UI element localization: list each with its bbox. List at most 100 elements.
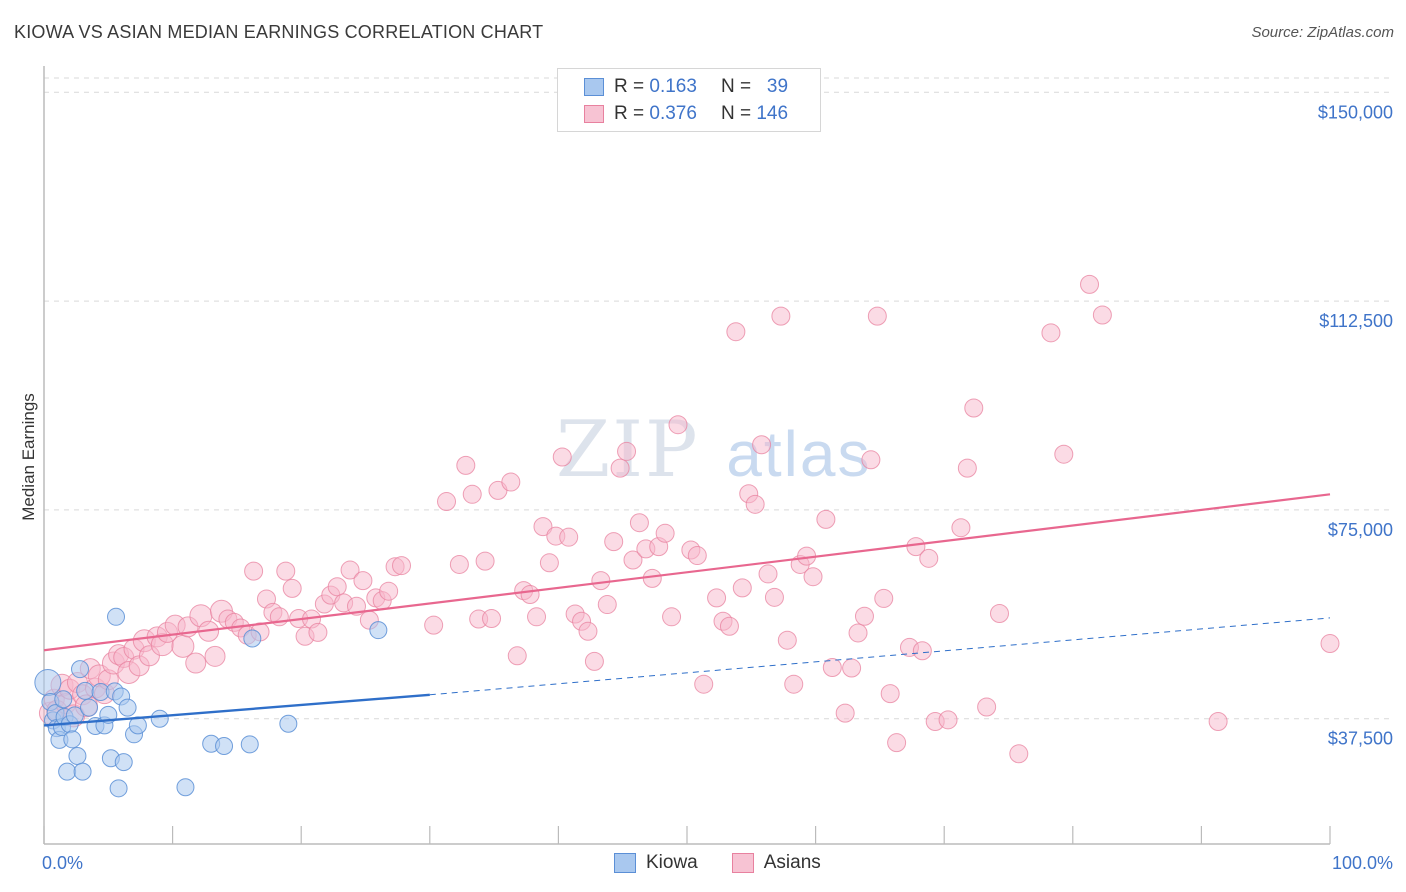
asian-point — [848, 623, 868, 643]
kiowa-point — [215, 736, 234, 755]
kiowa-point — [73, 762, 92, 781]
asian-point — [655, 523, 675, 543]
asian-point — [1320, 634, 1340, 654]
kiowa-point — [68, 747, 87, 766]
asian-point — [719, 616, 739, 636]
asians-n-label: N = — [720, 103, 752, 124]
asian-point — [1208, 711, 1228, 731]
kiowa-point — [114, 753, 133, 772]
asian-point — [353, 571, 373, 591]
asian-point — [668, 415, 688, 435]
asian-point — [462, 484, 482, 504]
asian-point — [642, 568, 662, 588]
series-legend: Kiowa Asians — [614, 852, 821, 874]
asian-point — [764, 587, 784, 607]
kiowa-point — [176, 778, 195, 797]
asian-point — [1054, 444, 1074, 464]
asian-point — [938, 710, 958, 730]
axis-labels: $37,500 $75,000 $112,500 $150,000 0.0% 100.0%… — [19, 102, 1393, 873]
source-label: Source: ZipAtlas.com — [1251, 24, 1394, 41]
asian-point — [584, 651, 604, 671]
asian-point — [308, 622, 328, 642]
y-tick-label: $150,000 — [1318, 102, 1393, 122]
asian-point — [204, 645, 226, 667]
asian-point — [185, 652, 207, 674]
asian-point — [707, 588, 727, 608]
kiowa-trend-projection — [429, 617, 1331, 696]
asian-point — [578, 621, 598, 641]
asian-point — [392, 556, 412, 576]
asian-point — [437, 492, 457, 512]
asian-trend-line — [43, 493, 1331, 652]
asian-point — [597, 595, 617, 615]
asians-n-value: 146 — [756, 103, 789, 124]
y-tick-label: $75,000 — [1328, 520, 1393, 540]
asian-point — [867, 306, 887, 326]
kiowa-legend-label: Kiowa — [646, 852, 698, 873]
asian-point — [912, 641, 932, 661]
legend-row-asians: R = 0.376 N = 146 — [558, 102, 788, 126]
watermark-atlas: atlas — [726, 418, 872, 490]
asian-point — [276, 561, 296, 581]
axes — [43, 66, 1331, 845]
asian-point — [861, 450, 881, 470]
asian-point — [887, 733, 907, 753]
asian-point — [327, 577, 347, 597]
asian-point — [244, 561, 264, 581]
asian-point — [1092, 305, 1112, 325]
kiowa-point — [71, 660, 90, 679]
asian-point — [880, 684, 900, 704]
asians-r-label: R = — [614, 103, 645, 124]
kiowa-point — [243, 629, 262, 648]
asian-point — [591, 571, 611, 591]
kiowa-swatch — [584, 78, 604, 96]
asian-point — [777, 630, 797, 650]
asian-point — [520, 585, 540, 605]
x-tick-label-max: 100.0% — [1332, 853, 1393, 873]
asian-point — [758, 564, 778, 584]
asian-point — [919, 548, 939, 568]
kiowa-point — [118, 698, 137, 717]
y-tick-label: $112,500 — [1319, 311, 1393, 331]
asian-point — [771, 306, 791, 326]
kiowa-point — [76, 681, 95, 700]
asian-point — [687, 546, 707, 566]
asian-point — [456, 455, 476, 475]
legend-row-kiowa: R = 0.163 N = 39 — [558, 75, 788, 99]
asian-point — [822, 657, 842, 677]
asian-point — [842, 658, 862, 678]
asian-point — [623, 550, 643, 570]
kiowa-point — [369, 621, 388, 640]
asian-point — [874, 588, 894, 608]
asians-legend-swatch — [731, 853, 754, 873]
asian-point — [732, 578, 752, 598]
asian-point — [449, 554, 469, 574]
asian-point — [539, 553, 559, 573]
asian-point — [1080, 274, 1100, 294]
trend-lines — [43, 493, 1331, 727]
correlation-legend: R = 0.163 N = 39 R = 0.376 N = 146 — [557, 68, 821, 132]
asians-legend-label: Asians — [763, 852, 821, 873]
asian-point — [552, 447, 572, 467]
asian-point — [604, 532, 624, 552]
kiowa-n-value: 39 — [766, 76, 789, 97]
asian-point — [854, 606, 874, 626]
asian-point — [977, 697, 997, 717]
asian-point — [726, 322, 746, 342]
asian-point — [501, 472, 521, 492]
asian-point — [617, 441, 637, 461]
y-tick-label: $37,500 — [1328, 729, 1393, 749]
asian-point — [835, 703, 855, 723]
asians-swatch — [584, 105, 604, 123]
asian-point — [951, 518, 971, 538]
asian-points — [38, 274, 1340, 764]
asian-point — [964, 398, 984, 418]
asian-point — [989, 603, 1009, 623]
kiowa-point — [80, 698, 99, 717]
asian-point — [424, 615, 444, 635]
asian-point — [482, 608, 502, 628]
asian-point — [533, 517, 553, 537]
asian-point — [957, 458, 977, 478]
asians-r-value: 0.376 — [649, 103, 697, 124]
